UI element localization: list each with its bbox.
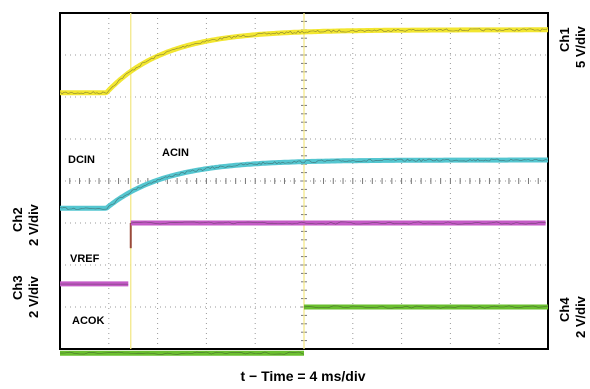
series-trace-acin: [59, 157, 549, 211]
series-trace-vref-high-noise: [130, 221, 546, 225]
ch3-name-label: Ch3: [10, 275, 25, 300]
series-label-acok: ACOK: [72, 315, 104, 327]
ch1-scale-label: 5 V/div: [573, 25, 588, 68]
ch4-scale-label: 2 V/div: [573, 295, 588, 338]
series-label-dcin: DCIN: [68, 154, 95, 166]
ch1-name-label: Ch1: [557, 27, 572, 52]
series-label-acin: ACIN: [162, 147, 189, 159]
ch2-name-label: Ch2: [10, 207, 25, 232]
ch4-name-label: Ch4: [557, 297, 572, 322]
series-trace-dcin-noise: [59, 28, 549, 95]
series-trace-acok-low-noise: [59, 351, 305, 355]
ch3-scale-label: 2 V/div: [26, 275, 41, 318]
series-trace-acok-high-noise: [303, 305, 549, 309]
x-axis-label: t − Time = 4 ms/div: [240, 368, 365, 384]
series-label-vref: VREF: [70, 253, 100, 265]
ch2-scale-label: 2 V/div: [26, 203, 41, 246]
series-trace-acin-noise: [59, 158, 549, 210]
scope-traces: [59, 13, 549, 356]
